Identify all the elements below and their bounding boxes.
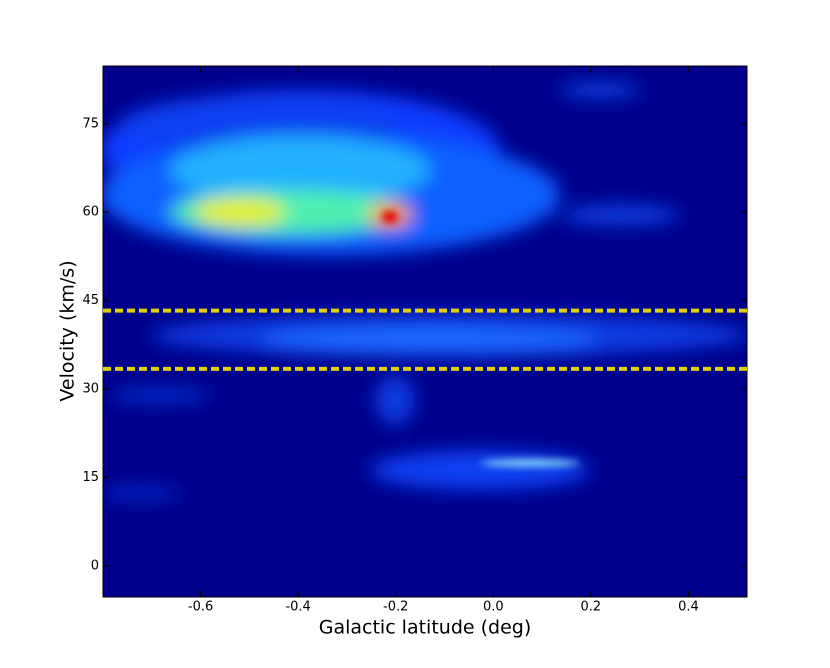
x-tick-label: 0.2 [581, 600, 602, 615]
y-tick-label: 45 [82, 293, 99, 308]
y-tick-label: 0 [91, 558, 99, 573]
y-tick-label: 30 [82, 381, 99, 396]
y-axis-title: Velocity (km/s) [57, 260, 79, 401]
x-tick-label: -0.2 [383, 600, 408, 615]
x-tick-label: -0.4 [285, 600, 310, 615]
emission-image [103, 66, 747, 597]
x-tick-label: 0.0 [483, 600, 504, 615]
x-tick-label: -0.6 [188, 600, 213, 615]
x-tick-label: 0.4 [678, 600, 699, 615]
y-tick-label: 15 [82, 470, 99, 485]
y-tick-label: 75 [82, 116, 99, 131]
x-axis-title: Galactic latitude (deg) [319, 617, 532, 639]
plot-frame [102, 65, 748, 598]
y-tick-label: 60 [82, 205, 99, 220]
